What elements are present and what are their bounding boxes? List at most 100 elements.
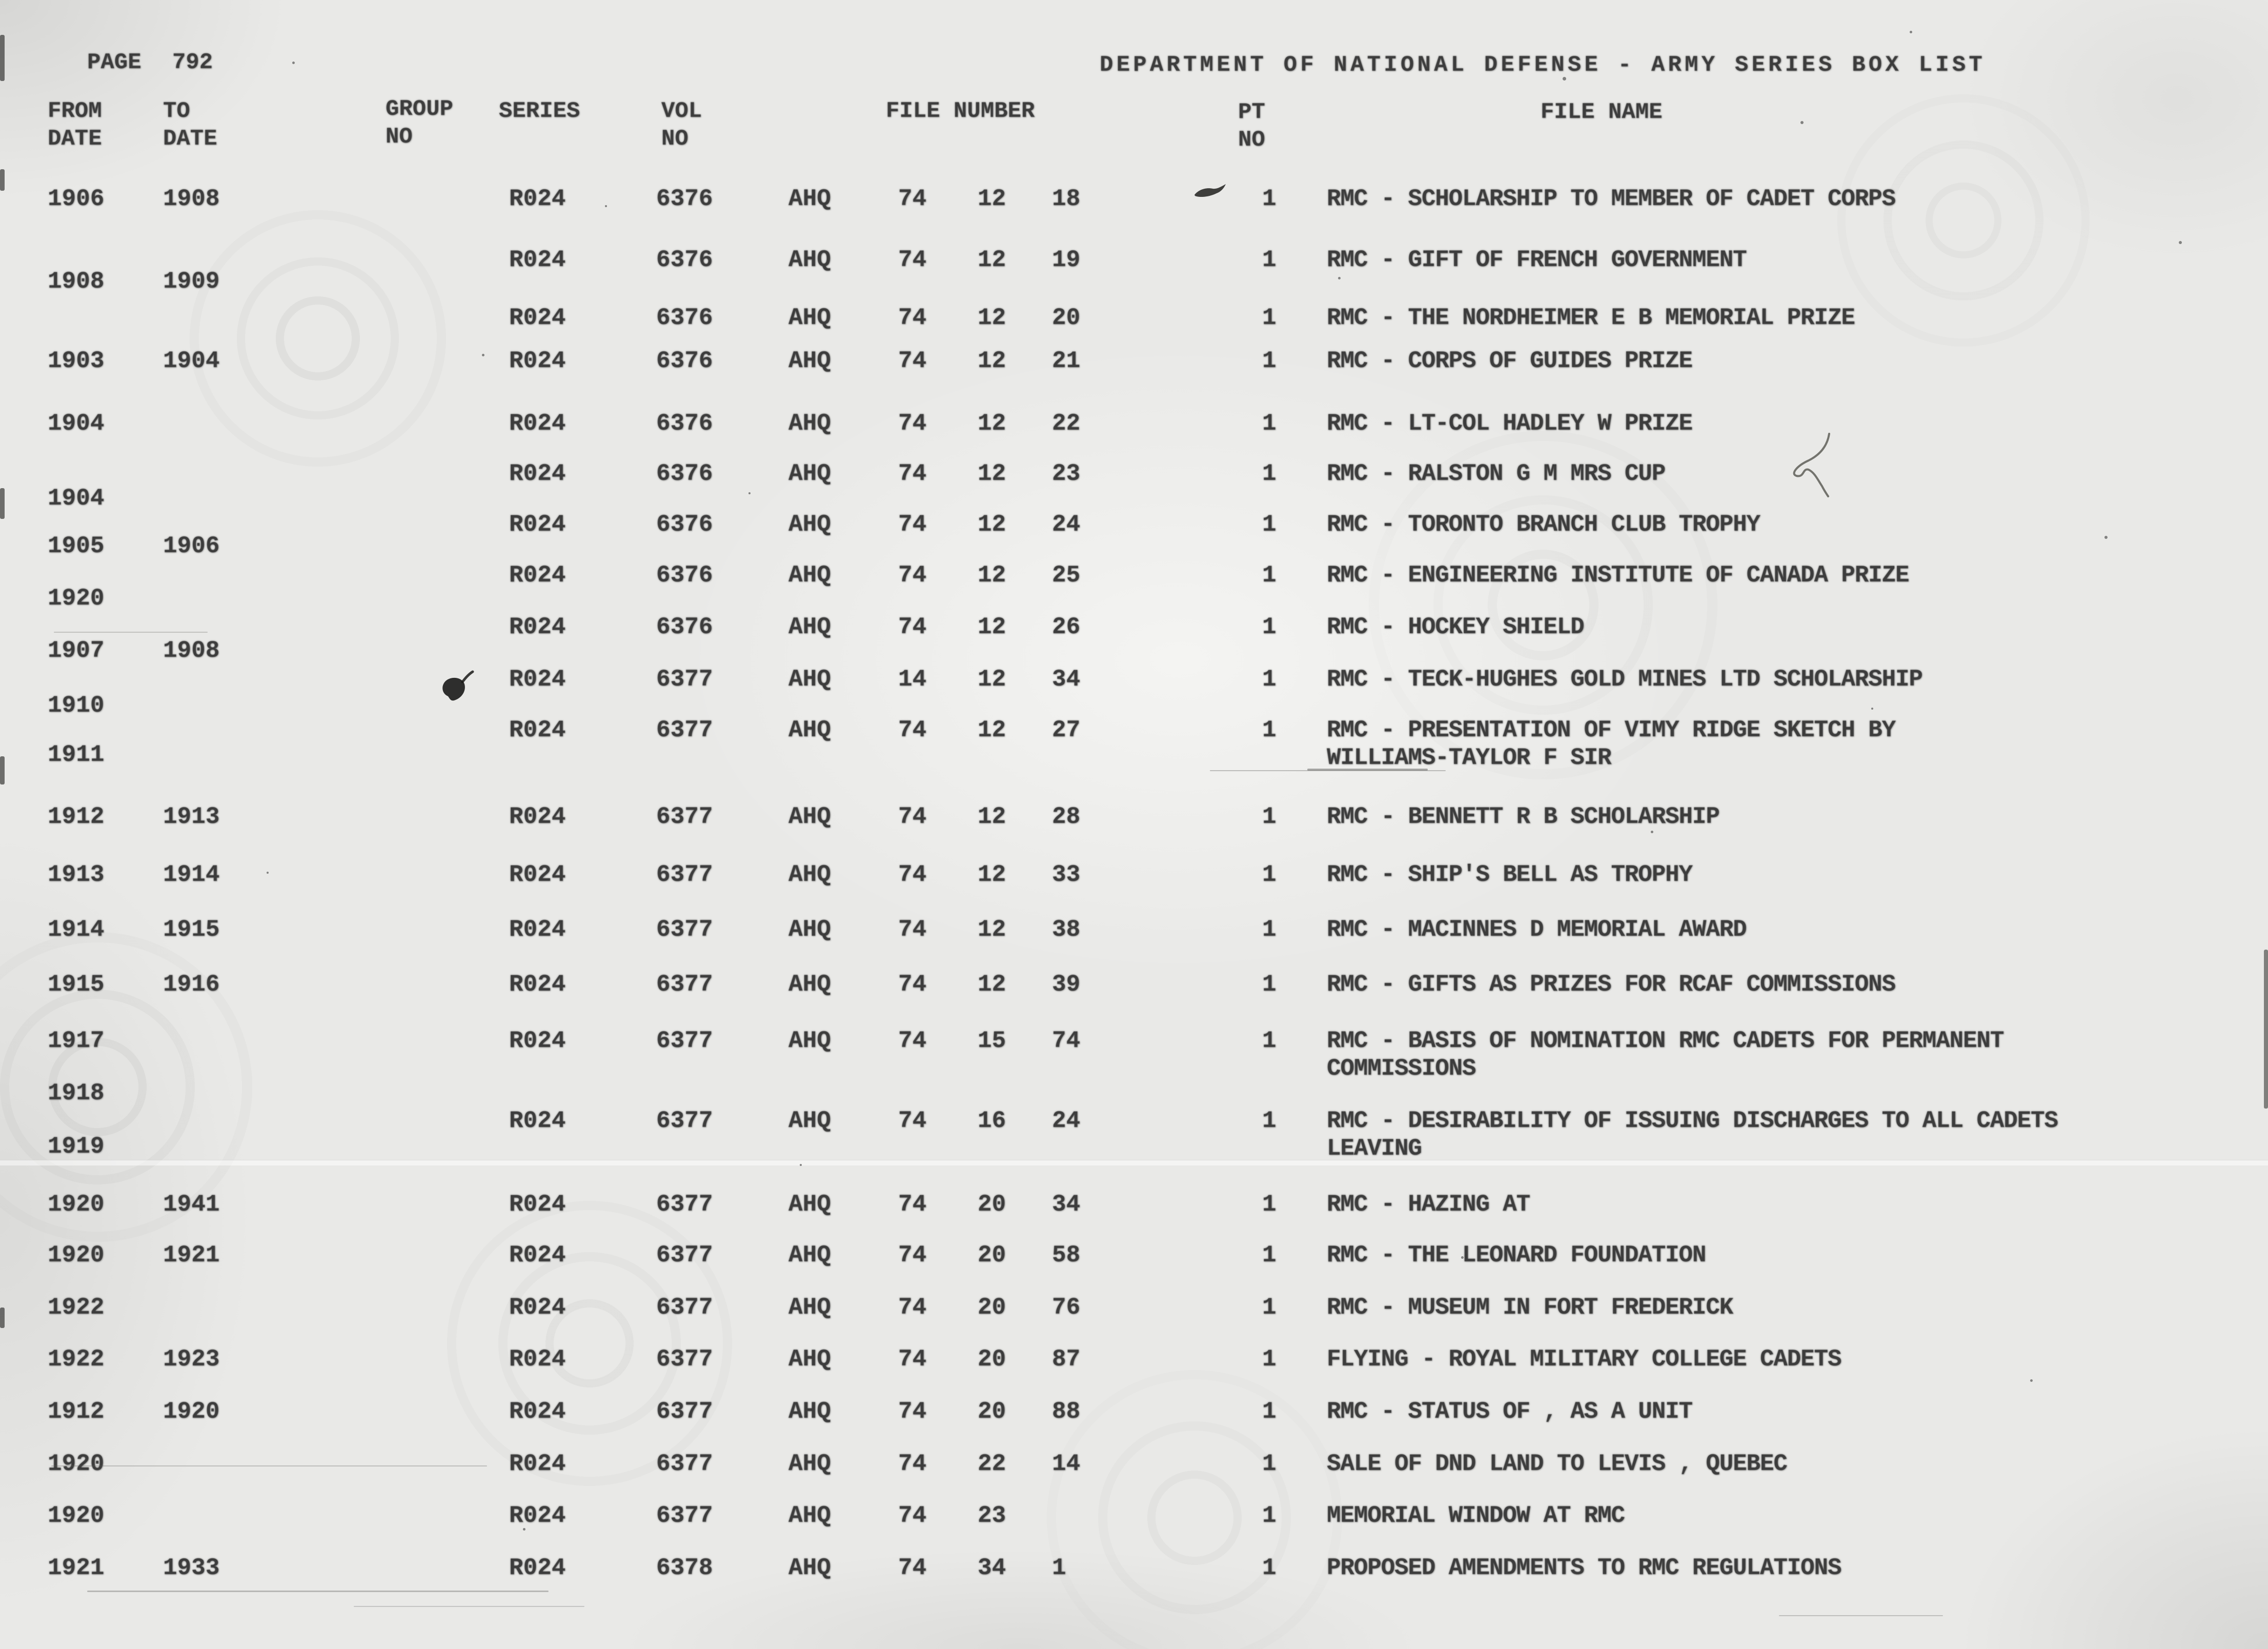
column-header-from-date-line1: FROM <box>48 98 102 124</box>
from-date-cell: 1914 <box>48 916 105 943</box>
office-cell: AHQ <box>788 1242 831 1269</box>
office-cell: AHQ <box>788 348 831 374</box>
file-number-part2-cell: 12 <box>978 247 1006 273</box>
office-cell: AHQ <box>788 916 831 943</box>
file-number-part1-cell: 74 <box>898 916 927 943</box>
volume-cell: 6377 <box>656 1242 713 1269</box>
pencil-line <box>51 1465 487 1466</box>
series-cell: R024 <box>509 971 566 998</box>
column-header-series: SERIES <box>499 98 580 124</box>
file-number-part3-cell: 23 <box>1052 460 1081 487</box>
volume-cell: 6376 <box>656 348 713 374</box>
to-date-cell: 1908 <box>163 637 220 664</box>
to-date-cell: 1914 <box>163 861 220 888</box>
office-cell: AHQ <box>788 1108 831 1134</box>
volume-cell: 6376 <box>656 460 713 487</box>
file-number-part3-cell: 26 <box>1052 614 1081 640</box>
series-cell: R024 <box>509 305 566 331</box>
volume-cell: 6377 <box>656 1451 713 1477</box>
file-name-cell: RMC - LT-COL HADLEY W PRIZE <box>1327 410 1693 437</box>
volume-cell: 6376 <box>656 305 713 331</box>
file-number-part3-cell: 24 <box>1052 511 1081 538</box>
series-cell: R024 <box>509 861 566 888</box>
to-date-cell: 1921 <box>163 1242 220 1269</box>
part-number-cell: 1 <box>1262 247 1277 273</box>
series-cell: R024 <box>509 1502 566 1529</box>
paper-speck <box>1800 121 1804 124</box>
file-number-part1-cell: 74 <box>898 717 927 743</box>
paper-speck <box>482 354 484 356</box>
pencil-line <box>87 1591 549 1592</box>
column-header-to-date-line2: DATE <box>163 126 217 152</box>
file-number-part2-cell: 12 <box>978 971 1006 998</box>
column-header-to-date-line1: TO <box>163 98 190 124</box>
series-cell: R024 <box>509 562 566 589</box>
file-name-cell: SALE OF DND LAND TO LEVIS , QUEBEC <box>1327 1451 1788 1477</box>
part-number-cell: 1 <box>1262 562 1277 589</box>
office-cell: AHQ <box>788 460 831 487</box>
file-number-part1-cell: 74 <box>898 1502 927 1529</box>
office-cell: AHQ <box>788 861 831 888</box>
volume-cell: 6376 <box>656 247 713 273</box>
file-number-part2-cell: 20 <box>978 1398 1006 1425</box>
file-number-part1-cell: 74 <box>898 1108 927 1134</box>
file-name-cell: RMC - MUSEUM IN FORT FREDERICK <box>1327 1294 1733 1321</box>
file-name-cell: RMC - THE NORDHEIMER E B MEMORIAL PRIZE <box>1327 305 1855 331</box>
office-cell: AHQ <box>788 247 831 273</box>
file-number-part3-cell: 25 <box>1052 562 1081 589</box>
file-number-part2-cell: 12 <box>978 348 1006 374</box>
file-number-part1-cell: 74 <box>898 1294 927 1321</box>
series-cell: R024 <box>509 1451 566 1477</box>
to-date-cell: 1915 <box>163 916 220 943</box>
file-number-part1-cell: 74 <box>898 971 927 998</box>
from-date-cell: 1908 <box>48 268 105 295</box>
ink-blot-mark <box>442 670 474 701</box>
file-number-part2-cell: 12 <box>978 916 1006 943</box>
paper-speck <box>748 492 751 494</box>
file-number-part1-cell: 74 <box>898 1191 927 1218</box>
from-date-cell: 1904 <box>48 485 105 512</box>
left-edge-mark <box>0 35 5 81</box>
file-number-part1-cell: 74 <box>898 511 927 538</box>
pen-arrow-mark <box>1194 184 1226 197</box>
file-name-cell: MEMORIAL WINDOW AT RMC <box>1327 1502 1625 1529</box>
file-number-part2-cell: 12 <box>978 562 1006 589</box>
part-number-cell: 1 <box>1262 1555 1277 1581</box>
paper-speck <box>1070 926 1074 929</box>
volume-cell: 6377 <box>656 666 713 693</box>
file-number-part2-cell: 20 <box>978 1191 1006 1218</box>
series-cell: R024 <box>509 1108 566 1134</box>
file-number-part1-cell: 74 <box>898 1555 927 1581</box>
file-name-cell: FLYING - ROYAL MILITARY COLLEGE CADETS <box>1327 1346 1842 1373</box>
from-date-cell: 1920 <box>48 1191 105 1218</box>
from-date-cell: 1905 <box>48 533 105 559</box>
file-number-part2-cell: 12 <box>978 803 1006 830</box>
paper-speck <box>2104 536 2108 539</box>
to-date-cell: 1909 <box>163 268 220 295</box>
to-date-cell: 1941 <box>163 1191 220 1218</box>
paper-speck <box>800 1164 802 1166</box>
office-cell: AHQ <box>788 1451 831 1477</box>
file-number-part3-cell: 34 <box>1052 1191 1081 1218</box>
file-number-part3-cell: 18 <box>1052 186 1081 212</box>
series-cell: R024 <box>509 348 566 374</box>
volume-cell: 6377 <box>656 1346 713 1373</box>
part-number-cell: 1 <box>1262 186 1277 212</box>
volume-cell: 6377 <box>656 971 713 998</box>
file-number-part3-cell: 58 <box>1052 1242 1081 1269</box>
file-name-cell: RMC - RALSTON G M MRS CUP <box>1327 460 1666 487</box>
part-number-cell: 1 <box>1262 666 1277 693</box>
from-date-cell: 1912 <box>48 803 105 830</box>
from-date-cell: 1913 <box>48 861 105 888</box>
file-number-part2-cell: 12 <box>978 666 1006 693</box>
column-header-group-no-line1: GROUP <box>386 96 454 122</box>
file-name-cell: RMC - STATUS OF , AS A UNIT <box>1327 1398 1693 1425</box>
volume-cell: 6377 <box>656 1028 713 1054</box>
file-number-part1-cell: 74 <box>898 803 927 830</box>
part-number-cell: 1 <box>1262 1451 1277 1477</box>
part-number-cell: 1 <box>1262 1346 1277 1373</box>
file-number-part1-cell: 74 <box>898 1346 927 1373</box>
file-number-part1-cell: 74 <box>898 562 927 589</box>
column-header-group-no-line2: NO <box>386 124 413 150</box>
office-cell: AHQ <box>788 1502 831 1529</box>
